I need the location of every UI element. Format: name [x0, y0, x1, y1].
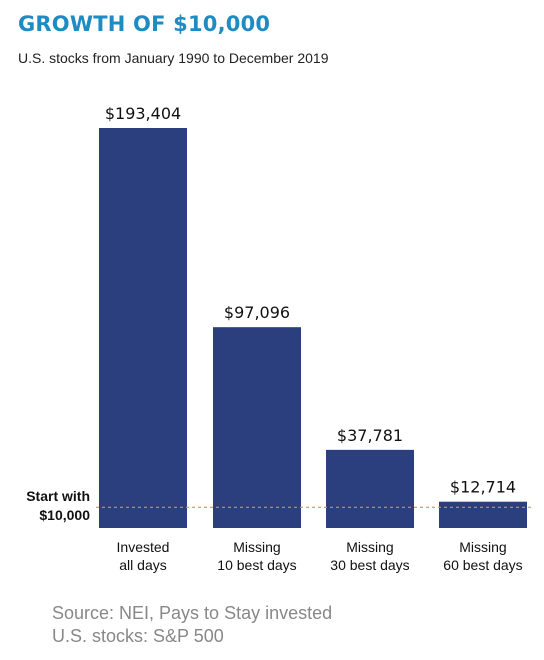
source-note: Source: NEI, Pays to Stay invested U.S. … [52, 602, 332, 648]
bar [213, 327, 301, 528]
category-label: Missing [459, 539, 506, 555]
start-reference-label: $10,000 [39, 507, 90, 523]
source-index-line: U.S. stocks: S&P 500 [52, 626, 224, 646]
start-reference-label: Start with [26, 488, 90, 504]
category-label: 60 best days [443, 557, 522, 573]
bar-value-label: $97,096 [224, 303, 290, 322]
chart-title: GROWTH OF $10,000 [18, 12, 271, 36]
bar [99, 128, 187, 528]
source-line: Source: NEI, Pays to Stay invested [52, 603, 333, 623]
chart-subtitle: U.S. stocks from January 1990 to Decembe… [18, 50, 329, 66]
bar-chart: $193,404 Invested all days $97,096 Missing 10… [26, 104, 532, 573]
bar-value-label: $12,714 [450, 478, 516, 497]
bar [439, 501, 527, 528]
category-label: 30 best days [330, 557, 409, 573]
category-label: 10 best days [217, 557, 296, 573]
bar [326, 449, 414, 528]
category-label: Missing [233, 539, 280, 555]
category-label: all days [119, 557, 166, 573]
category-label: Invested [117, 539, 170, 555]
category-label: Missing [346, 539, 393, 555]
bar-value-label: $193,404 [105, 104, 181, 123]
bar-value-label: $37,781 [337, 426, 403, 445]
